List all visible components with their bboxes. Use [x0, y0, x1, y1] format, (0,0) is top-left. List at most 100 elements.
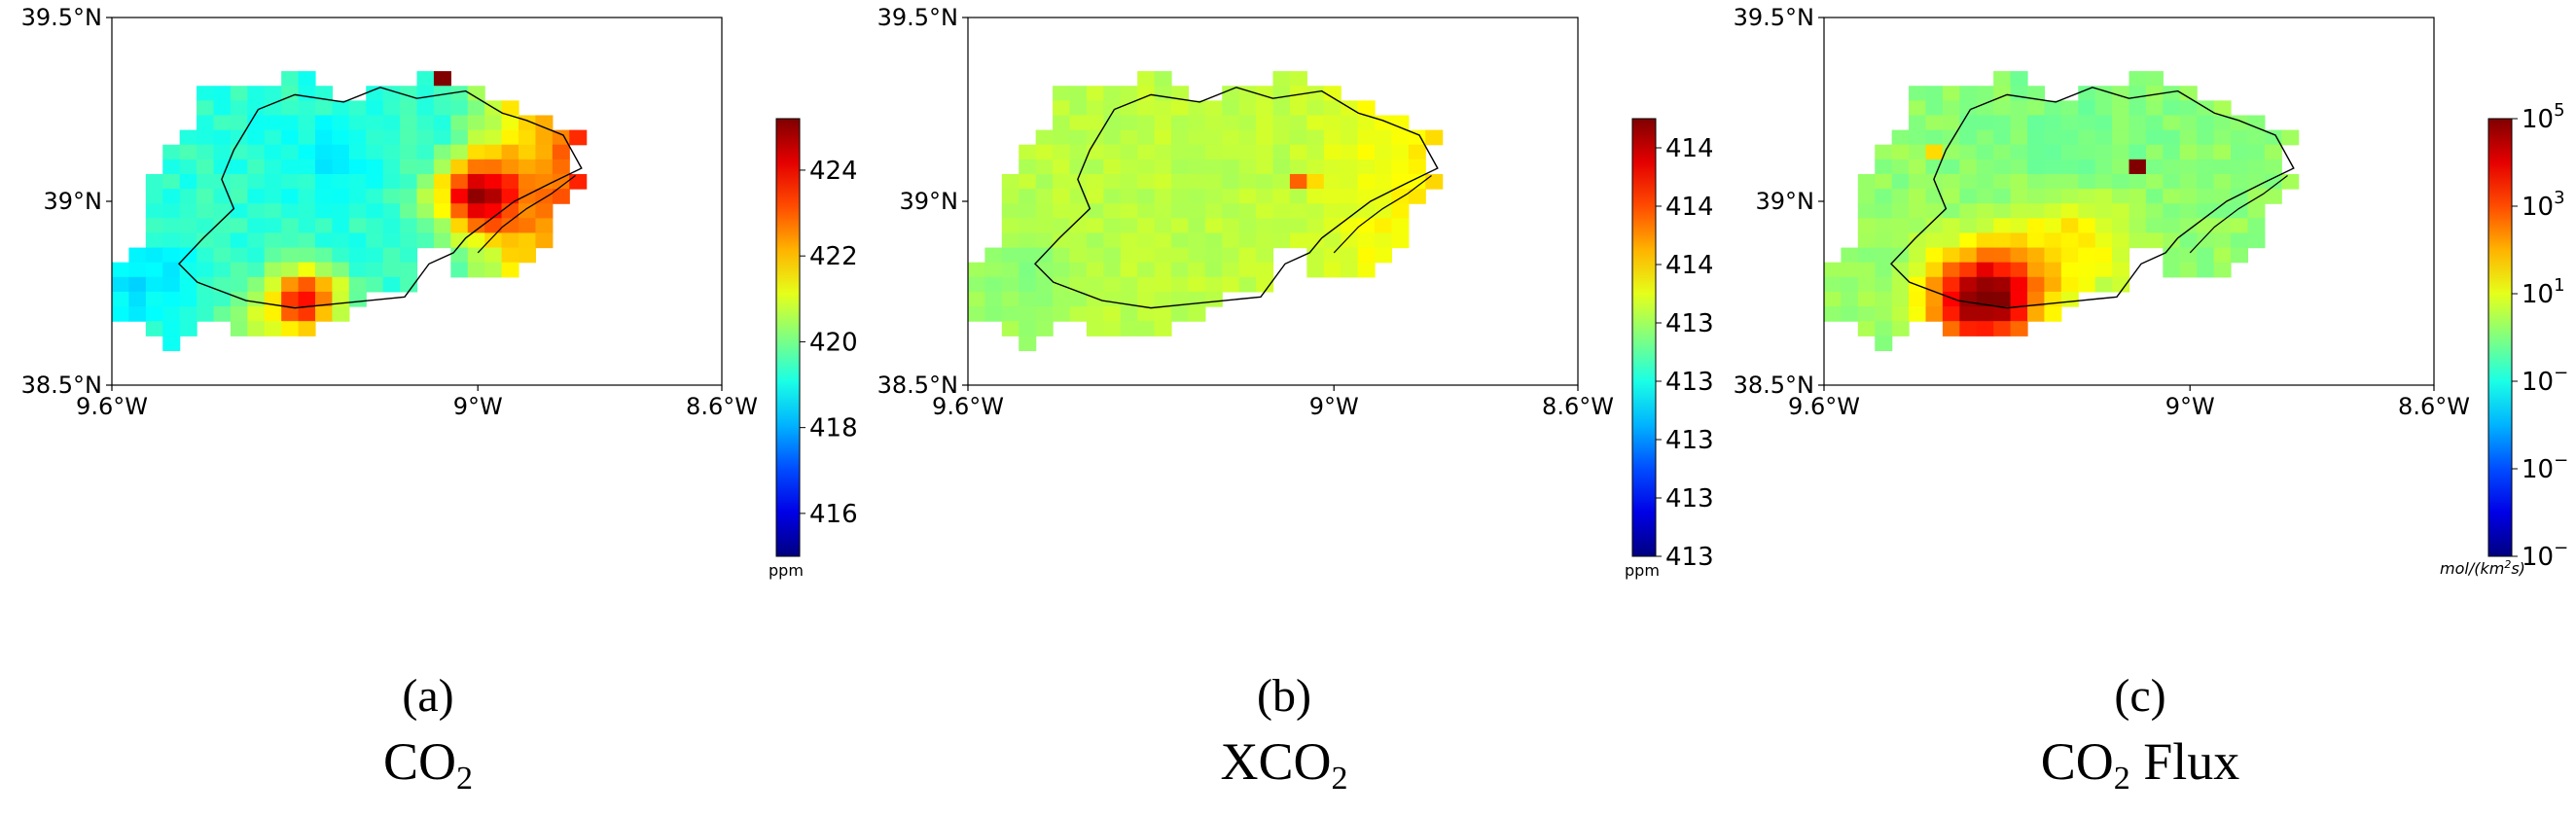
heatmap-cell	[1306, 129, 1325, 146]
heatmap-cell	[2247, 159, 2266, 175]
heatmap-cell	[247, 189, 266, 204]
heatmap-cell	[2027, 115, 2046, 131]
heatmap-cell	[1171, 86, 1190, 101]
heatmap-cell	[264, 203, 282, 219]
heatmap-cell	[1323, 159, 1342, 175]
heatmap-cell	[984, 291, 1003, 307]
panel-b-map: 39.5°N 39°N 38.5°N9.6°W 9°W 8.6°W 414.4 414.2 4…	[877, 4, 1712, 580]
heatmap-cell	[2078, 203, 2096, 219]
heatmap-cell	[1154, 100, 1172, 117]
heatmap-cell	[1103, 144, 1122, 160]
heatmap-cell	[197, 262, 215, 278]
heatmap-cell	[968, 276, 986, 293]
heatmap-cell	[2247, 144, 2266, 160]
heatmap-cell	[230, 306, 248, 322]
heatmap-cell	[1238, 189, 1257, 204]
heatmap-cell	[1188, 306, 1206, 322]
heatmap-cell	[1942, 247, 1960, 264]
heatmap-cell	[1137, 86, 1156, 101]
heatmap-cell	[1993, 144, 2012, 160]
heatmap-cell	[2231, 173, 2249, 190]
heatmap-cell	[1993, 173, 2012, 190]
panel-a-map: 39.5°N 39°N 38.5°N9.6°W 9°W 8.6°W 424 422 420 41…	[21, 4, 856, 580]
heatmap-cell	[1959, 262, 1978, 278]
heatmap-cell	[1238, 129, 1257, 146]
lat-tick-label: 39.5°N	[21, 4, 102, 31]
heatmap-cell	[2060, 262, 2079, 278]
heatmap-cell	[2179, 159, 2198, 175]
heatmap-cell	[179, 189, 197, 204]
heatmap-cell	[1857, 276, 1876, 293]
heatmap-cell	[519, 173, 537, 190]
heatmap-cell	[1256, 129, 1274, 146]
colorbar-tick-label: 414.4	[1665, 134, 1712, 163]
heatmap-cell	[1824, 262, 1843, 278]
heatmap-cell	[1120, 189, 1138, 204]
heatmap-cell	[519, 218, 537, 234]
heatmap-cell	[197, 159, 215, 175]
heatmap-cell	[2213, 173, 2232, 190]
heatmap-cell	[298, 86, 316, 101]
heatmap-cell	[1001, 262, 1020, 278]
heatmap-cell	[348, 189, 367, 204]
heatmap-cell	[1993, 189, 2012, 204]
heatmap-cell	[2213, 144, 2232, 160]
heatmap-cell	[1942, 262, 1960, 278]
heatmap-cell	[247, 291, 266, 307]
heatmap-cell	[2112, 276, 2130, 293]
heatmap-cell	[2213, 129, 2232, 146]
heatmap-cell	[1391, 129, 1410, 146]
heatmap-cell	[179, 276, 197, 293]
heatmap-cell	[1154, 159, 1172, 175]
heatmap-cell	[1993, 321, 2012, 337]
heatmap-cell	[1086, 218, 1104, 234]
heatmap-cell	[1993, 218, 2012, 234]
heatmap-cell	[1137, 276, 1156, 293]
heatmap-cell	[1341, 144, 1359, 160]
heatmap-cell	[366, 262, 384, 278]
heatmap-cell	[1053, 115, 1071, 131]
heatmap-cell	[213, 203, 232, 219]
heatmap-cell	[2197, 189, 2215, 204]
heatmap-cell	[1188, 247, 1206, 264]
heatmap-cell	[1053, 218, 1071, 234]
panel-c-title-sub: 2	[2113, 761, 2130, 797]
heatmap-cell	[1154, 71, 1172, 87]
heatmap-cell	[1925, 247, 1944, 264]
heatmap-cell	[1909, 144, 1927, 160]
heatmap-cell	[1341, 189, 1359, 204]
heatmap-cell	[1959, 247, 1978, 264]
heatmap-cell	[1272, 115, 1291, 131]
heatmap-cell	[1323, 173, 1342, 190]
heatmap-cell	[281, 247, 300, 264]
heatmap-cell	[1323, 203, 1342, 219]
heatmap-cell	[2094, 100, 2113, 117]
heatmap-cell	[264, 189, 282, 204]
heatmap-cell	[501, 232, 519, 249]
heatmap-cell	[1891, 203, 1910, 219]
heatmap-cell	[213, 86, 232, 101]
heatmap-cell	[298, 276, 316, 293]
heatmap-cell	[1391, 203, 1410, 219]
heatmap-cell	[2145, 203, 2164, 219]
heatmap-cell	[2060, 100, 2079, 117]
heatmap-cell	[2078, 262, 2096, 278]
heatmap-cell	[2010, 189, 2028, 204]
colorbar-tick-label: 105	[2522, 100, 2565, 134]
heatmap-cell	[2163, 100, 2181, 117]
heatmap-cell	[2027, 218, 2046, 234]
lon-tick-label: 8.6°W	[1542, 393, 1614, 420]
heatmap-cell	[1035, 291, 1054, 307]
heatmap-cell	[162, 173, 181, 190]
heatmap-cell	[1154, 306, 1172, 322]
heatmap-cell	[1306, 115, 1325, 131]
heatmap-cell	[1925, 276, 1944, 293]
heatmap-cell	[1035, 159, 1054, 175]
heatmap-cell	[1857, 173, 1876, 190]
heatmap-cell	[1357, 232, 1376, 249]
heatmap-cell	[535, 218, 554, 234]
heatmap-cell	[1256, 232, 1274, 249]
heatmap-cell	[2010, 321, 2028, 337]
heatmap-cell	[1222, 144, 1240, 160]
heatmap-cell	[230, 247, 248, 264]
